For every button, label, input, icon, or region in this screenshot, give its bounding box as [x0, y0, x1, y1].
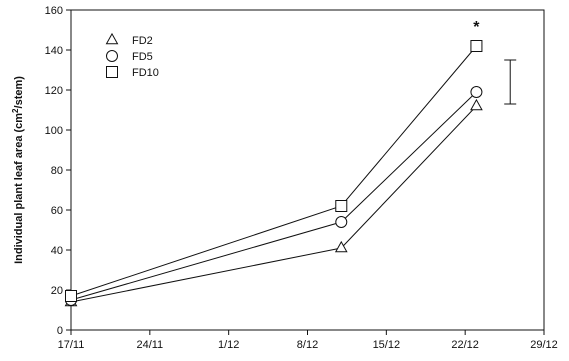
data-point-fd5: [470, 86, 483, 98]
y-axis-title-unit: /stem): [13, 76, 25, 109]
series-lines-layer: [70, 45, 477, 303]
legend: FD2 FD5 FD10: [105, 32, 159, 79]
series-line-fd5: [70, 91, 477, 301]
x-tick-label: 24/11: [136, 339, 163, 351]
y-tick-label: 100: [45, 125, 63, 137]
x-tick-label: 15/12: [373, 339, 401, 351]
legend-label-fd5: FD5: [132, 51, 153, 63]
markers-layer: [64, 40, 483, 307]
data-point-fd2: [470, 98, 483, 111]
y-axis-title-text: Individual plant leaf area (cm: [13, 113, 25, 264]
axes-layer: 0 20 40 60 80 100 120 140 160 17/11 24/11 1/12 8/12 1…: [11, 5, 558, 351]
y-tick-label: 20: [51, 285, 63, 297]
data-point-fd10: [65, 290, 77, 302]
legend-label-fd10: FD10: [132, 67, 159, 79]
x-tick-label: 22/12: [451, 339, 479, 351]
annotations-layer: *: [473, 19, 517, 105]
data-point-fd2: [334, 240, 348, 253]
x-tick-label: 17/11: [58, 339, 85, 351]
y-tick-label: 0: [57, 325, 63, 337]
y-tick-label: 40: [51, 245, 63, 257]
data-point-fd5: [335, 216, 348, 228]
data-point-fd10: [335, 200, 348, 212]
y-tick-label: 80: [51, 165, 63, 177]
y-axis-title-superscript: 2: [11, 108, 20, 113]
legend-marker-fd5: [106, 50, 118, 62]
series-line-fd10: [70, 45, 477, 297]
x-tick-label: 29/12: [530, 339, 558, 351]
y-tick-label: 160: [45, 5, 63, 17]
y-tick-label: 60: [51, 205, 63, 217]
legend-marker-fd10: [106, 66, 118, 78]
legend-label-fd2: FD2: [132, 35, 153, 47]
series-line-fd2: [70, 105, 477, 303]
y-tick-label: 120: [45, 85, 63, 97]
y-axis-title: Individual plant leaf area (cm2/stem): [11, 76, 25, 264]
legend-marker-fd2: [105, 32, 119, 45]
significance-asterisk: *: [473, 19, 480, 36]
x-tick-label: 1/12: [218, 339, 239, 351]
x-tick-label: 8/12: [297, 339, 318, 351]
data-point-fd10: [470, 40, 483, 52]
y-tick-label: 140: [45, 45, 63, 57]
